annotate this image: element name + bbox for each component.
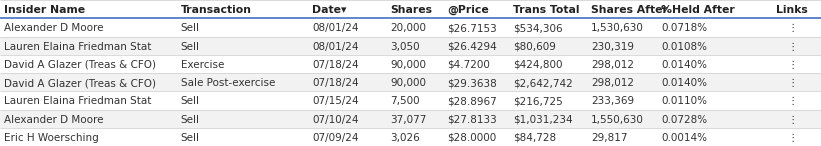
Text: 20,000: 20,000 (390, 23, 426, 33)
Text: Eric H Woersching: Eric H Woersching (4, 133, 99, 143)
Text: $216,725: $216,725 (513, 96, 563, 106)
Text: Sell: Sell (181, 133, 200, 143)
Bar (0, 73, 821, 91)
Text: 07/10/24: 07/10/24 (312, 115, 359, 125)
Text: 0.0140%: 0.0140% (661, 78, 707, 88)
Text: $84,728: $84,728 (513, 133, 557, 143)
Text: 1,530,630: 1,530,630 (591, 23, 644, 33)
Text: 1,550,630: 1,550,630 (591, 115, 644, 125)
Bar (0, 36, 821, 55)
Text: Insider Name: Insider Name (4, 5, 85, 15)
Text: David A Glazer (Treas & CFO): David A Glazer (Treas & CFO) (4, 78, 156, 88)
Text: Transaction: Transaction (181, 5, 251, 15)
Text: 08/01/24: 08/01/24 (312, 42, 359, 52)
Text: $1,031,234: $1,031,234 (513, 115, 573, 125)
Text: 298,012: 298,012 (591, 60, 634, 70)
Text: $80,609: $80,609 (513, 42, 556, 52)
Bar (0, 128, 821, 146)
Bar (0, 55, 821, 73)
Text: 37,077: 37,077 (390, 115, 426, 125)
Text: 0.0718%: 0.0718% (661, 23, 707, 33)
Text: 230,319: 230,319 (591, 42, 634, 52)
Text: $29.3638: $29.3638 (447, 78, 498, 88)
Text: $2,642,742: $2,642,742 (513, 78, 573, 88)
Text: David A Glazer (Treas & CFO): David A Glazer (Treas & CFO) (4, 60, 156, 70)
Text: 3,050: 3,050 (390, 42, 420, 52)
Text: 0.0110%: 0.0110% (661, 96, 707, 106)
Text: ⋮: ⋮ (787, 115, 797, 125)
Text: Trans Total: Trans Total (513, 5, 580, 15)
Text: Links: Links (777, 5, 808, 15)
Text: Alexander D Moore: Alexander D Moore (4, 23, 103, 33)
Text: 0.0728%: 0.0728% (661, 115, 707, 125)
Text: Sell: Sell (181, 115, 200, 125)
Text: ⋮: ⋮ (787, 23, 797, 33)
Text: $27.8133: $27.8133 (447, 115, 498, 125)
Text: $534,306: $534,306 (513, 23, 562, 33)
Text: Exercise: Exercise (181, 60, 224, 70)
Text: Sell: Sell (181, 42, 200, 52)
Text: Sell: Sell (181, 96, 200, 106)
Bar (0, 110, 821, 128)
Text: ⋮: ⋮ (787, 60, 797, 70)
Text: Alexander D Moore: Alexander D Moore (4, 115, 103, 125)
Text: 07/15/24: 07/15/24 (312, 96, 359, 106)
Text: 29,817: 29,817 (591, 133, 627, 143)
Text: $28.8967: $28.8967 (447, 96, 498, 106)
Bar (0, 0, 821, 18)
Text: $4.7200: $4.7200 (447, 60, 490, 70)
Text: 7,500: 7,500 (390, 96, 420, 106)
Text: Shares After: Shares After (591, 5, 668, 15)
Text: 90,000: 90,000 (390, 60, 426, 70)
Text: ⋮: ⋮ (787, 42, 797, 52)
Text: Shares: Shares (390, 5, 432, 15)
Text: Sell: Sell (181, 23, 200, 33)
Text: 0.0108%: 0.0108% (661, 42, 707, 52)
Text: Lauren Elaina Friedman Stat: Lauren Elaina Friedman Stat (4, 96, 152, 106)
Text: $26.4294: $26.4294 (447, 42, 498, 52)
Text: 0.0014%: 0.0014% (661, 133, 707, 143)
Text: ⋮: ⋮ (787, 133, 797, 143)
Text: 0.0140%: 0.0140% (661, 60, 707, 70)
Text: 233,369: 233,369 (591, 96, 635, 106)
Text: Date▾: Date▾ (312, 5, 346, 15)
Text: $424,800: $424,800 (513, 60, 562, 70)
Text: @Price: @Price (447, 5, 489, 15)
Bar (0, 91, 821, 110)
Text: 07/18/24: 07/18/24 (312, 78, 359, 88)
Text: 07/18/24: 07/18/24 (312, 60, 359, 70)
Bar (0, 18, 821, 36)
Text: Lauren Elaina Friedman Stat: Lauren Elaina Friedman Stat (4, 42, 152, 52)
Text: %Held After: %Held After (661, 5, 735, 15)
Text: 08/01/24: 08/01/24 (312, 23, 359, 33)
Text: 90,000: 90,000 (390, 78, 426, 88)
Text: 298,012: 298,012 (591, 78, 634, 88)
Text: 3,026: 3,026 (390, 133, 420, 143)
Text: $28.0000: $28.0000 (447, 133, 497, 143)
Text: 07/09/24: 07/09/24 (312, 133, 359, 143)
Text: ⋮: ⋮ (787, 78, 797, 88)
Text: Sale Post-exercise: Sale Post-exercise (181, 78, 275, 88)
Text: $26.7153: $26.7153 (447, 23, 498, 33)
Text: ⋮: ⋮ (787, 96, 797, 106)
